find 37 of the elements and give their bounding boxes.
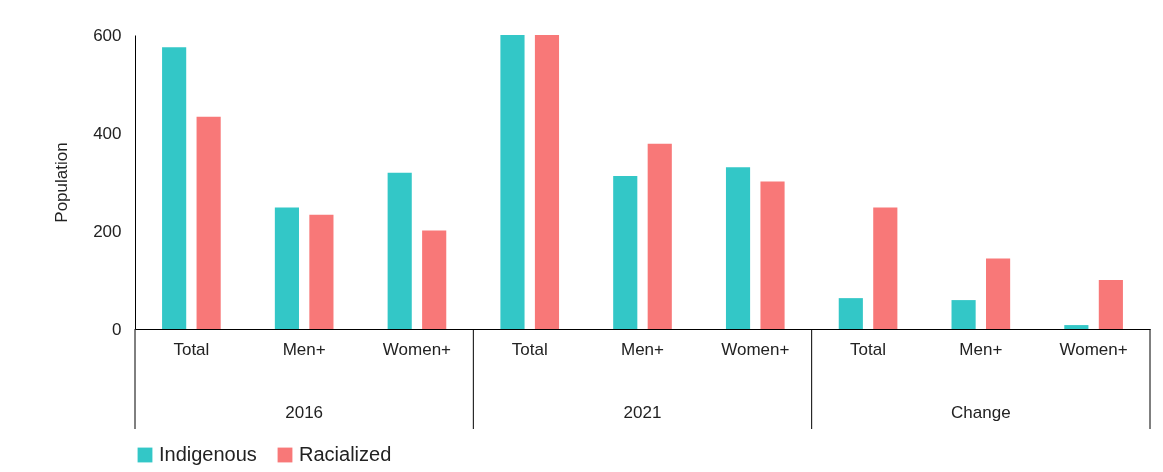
x-tick-label: Total xyxy=(850,339,887,359)
bar xyxy=(1098,280,1123,329)
bar xyxy=(1064,325,1089,329)
bar xyxy=(986,258,1011,329)
bar xyxy=(725,167,751,329)
text: 2016 xyxy=(285,403,324,422)
x-tick-label: Total xyxy=(173,339,210,359)
bar xyxy=(309,214,334,329)
bar xyxy=(838,298,863,329)
legend-label: Racialized xyxy=(299,443,392,465)
bar xyxy=(613,176,638,329)
bar xyxy=(760,181,785,329)
bar xyxy=(534,35,560,329)
y-tick-label: 200 xyxy=(93,221,122,241)
y-tick-label: 600 xyxy=(93,25,122,45)
legend-label: Indigenous xyxy=(159,443,257,465)
x-tick-label: Men+ xyxy=(282,339,326,359)
bar xyxy=(951,300,976,329)
y-tick-label: 0 xyxy=(112,319,122,339)
bar xyxy=(196,116,221,329)
bar xyxy=(422,230,447,329)
bar xyxy=(162,47,187,329)
x-tick-label: Men+ xyxy=(959,339,1003,359)
bar xyxy=(873,207,898,329)
y-axis-title: Population xyxy=(52,142,72,223)
bar xyxy=(387,172,412,329)
bar xyxy=(647,143,672,329)
text: Change xyxy=(951,403,1011,422)
x-tick-label: Women+ xyxy=(721,339,790,359)
y-tick-label: 400 xyxy=(93,123,122,143)
bar xyxy=(500,35,525,329)
x-tick-label: Men+ xyxy=(621,339,665,359)
bar xyxy=(274,207,299,329)
x-tick-label: Women+ xyxy=(1059,339,1128,359)
text: 2021 xyxy=(623,403,662,422)
x-tick-label: Total xyxy=(511,339,548,359)
x-tick-label: Women+ xyxy=(382,339,452,359)
